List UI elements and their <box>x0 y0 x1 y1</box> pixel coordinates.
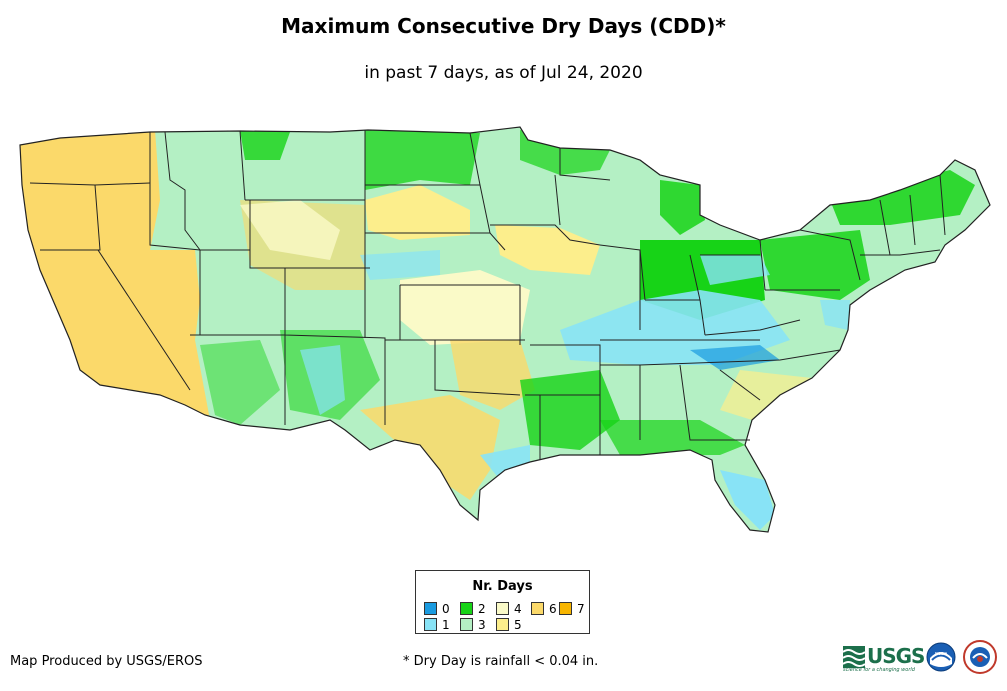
legend-label-5: 5 <box>514 618 522 632</box>
legend-swatch-6 <box>531 602 544 615</box>
usgs-logo: USGS science for a changing world <box>843 644 925 673</box>
usgs-tagline: science for a changing world <box>843 667 915 673</box>
legend-item-7: 7 <box>559 602 585 616</box>
legend-item-3: 3 <box>460 618 486 632</box>
map-subtitle: in past 7 days, as of Jul 24, 2020 <box>364 63 643 83</box>
legend-swatch-0 <box>424 602 437 615</box>
legend-item-5: 5 <box>496 618 522 632</box>
legend: Nr. Days 0 2 4 6 7 1 3 5 <box>415 570 590 634</box>
legend-swatch-5 <box>496 618 509 631</box>
usgs-wordmark: USGS <box>867 644 925 668</box>
legend-item-6: 6 <box>531 602 557 616</box>
state-borders <box>29 130 946 460</box>
footnote: * Dry Day is rainfall < 0.04 in. <box>403 654 599 669</box>
legend-label-1: 1 <box>442 618 450 632</box>
legend-label-4: 4 <box>514 602 522 616</box>
legend-swatch-7 <box>559 602 572 615</box>
legend-item-0: 0 <box>424 602 450 616</box>
noaa-logo: noaa <box>926 642 956 672</box>
legend-swatch-4 <box>496 602 509 615</box>
cdd-map <box>19 126 991 533</box>
legend-label-7: 7 <box>577 602 585 616</box>
nws-logo <box>963 640 997 674</box>
legend-swatch-1 <box>424 618 437 631</box>
legend-item-1: 1 <box>424 618 450 632</box>
legend-swatch-2 <box>460 602 473 615</box>
legend-label-0: 0 <box>442 602 450 616</box>
legend-swatch-3 <box>460 618 473 631</box>
legend-item-2: 2 <box>460 602 486 616</box>
map-credit: Map Produced by USGS/EROS <box>10 654 203 669</box>
map-title: Maximum Consecutive Dry Days (CDD)* <box>281 14 726 38</box>
noaa-label: noaa <box>935 651 947 657</box>
legend-item-4: 4 <box>496 602 522 616</box>
legend-label-2: 2 <box>478 602 486 616</box>
legend-label-3: 3 <box>478 618 486 632</box>
legend-label-6: 6 <box>549 602 557 616</box>
usgs-wave-icon <box>843 646 865 668</box>
legend-title: Nr. Days <box>472 579 533 594</box>
